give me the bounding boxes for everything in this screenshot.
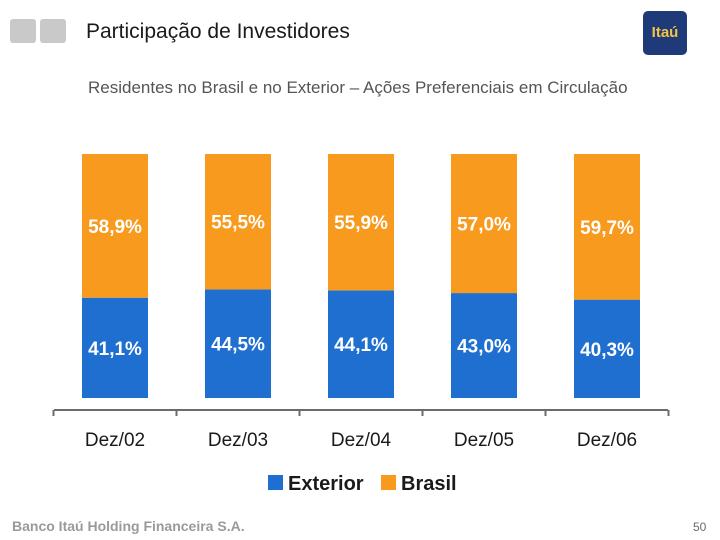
chart-subtitle: Residentes no Brasil e no Exterior – Açõ… — [88, 78, 628, 97]
data-label: 55,9% — [334, 213, 388, 234]
x-tick-label: Dez/05 — [454, 430, 514, 451]
data-label: 41,1% — [88, 339, 142, 360]
bar-brasil — [205, 154, 271, 290]
logo-text: Itaú — [651, 24, 679, 41]
bar-exterior — [82, 297, 148, 398]
data-label: 40,3% — [580, 340, 634, 361]
bar-brasil — [574, 154, 640, 300]
legend-swatch-brasil — [381, 475, 396, 490]
page-title: Participação de Investidores — [86, 20, 350, 43]
footer-company: Banco Itaú Holding Financeira S.A. — [12, 518, 245, 534]
decorative-block-icon — [10, 19, 36, 43]
data-label: 59,7% — [580, 218, 634, 239]
data-label: 44,1% — [334, 335, 388, 356]
bar-brasil — [451, 154, 517, 294]
data-label: 58,9% — [88, 217, 142, 238]
data-label: 57,0% — [457, 215, 511, 236]
x-tick-label: Dez/04 — [331, 430, 392, 451]
bar-exterior — [451, 293, 517, 398]
bar-exterior — [574, 299, 640, 398]
legend-swatch-exterior — [268, 475, 283, 490]
legend-label: Exterior — [288, 473, 364, 495]
itau-logo: Itaú — [643, 11, 687, 55]
bar-brasil — [328, 154, 394, 291]
x-tick-label: Dez/06 — [577, 430, 637, 451]
data-label: 55,5% — [211, 213, 265, 234]
data-label: 44,5% — [211, 335, 265, 356]
decorative-block-icon — [40, 19, 66, 43]
bar-brasil — [82, 154, 148, 298]
data-label: 43,0% — [457, 337, 511, 358]
x-tick-label: Dez/03 — [208, 430, 268, 451]
page-number: 50 — [693, 520, 707, 534]
bar-exterior — [328, 290, 394, 398]
x-tick-label: Dez/02 — [85, 430, 145, 451]
legend-label: Brasil — [401, 473, 457, 495]
bar-exterior — [205, 289, 271, 398]
